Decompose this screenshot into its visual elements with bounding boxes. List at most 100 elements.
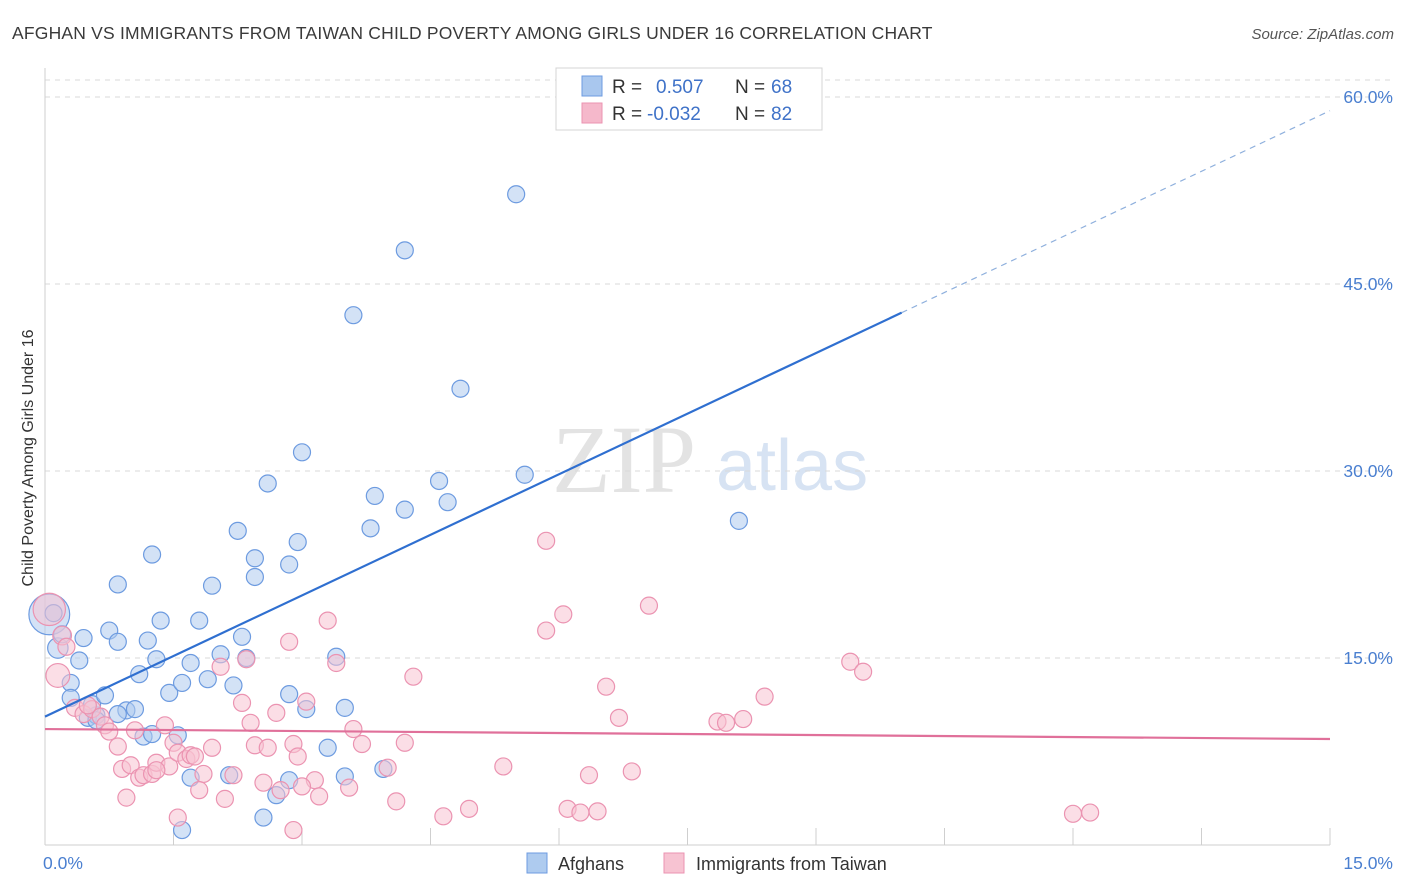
afghans-point [361, 519, 380, 538]
taiwan-point [554, 605, 573, 624]
taiwan-point [117, 788, 136, 807]
y-tick-label: 15.0% [1343, 648, 1393, 668]
taiwan-point [194, 764, 213, 784]
legend-n-value-afghans: 68 [771, 77, 792, 98]
taiwan-point [854, 662, 873, 681]
afghans-point [395, 500, 414, 519]
taiwan-point [100, 722, 119, 741]
legend-n-value-taiwan: 82 [771, 104, 792, 125]
afghans-point [344, 306, 363, 325]
legend-r-label-taiwan: R = [612, 104, 642, 125]
y-tick-labels: 15.0% 30.0% 45.0% 60.0% [1343, 87, 1393, 668]
taiwan-point [215, 789, 234, 808]
afghans-point [74, 628, 93, 648]
afghans-point [515, 465, 534, 484]
taiwan-point [45, 662, 71, 688]
taiwan-point [108, 737, 127, 756]
chart-title: AFGHAN VS IMMIGRANTS FROM TAIWAN CHILD P… [12, 23, 933, 43]
taiwan-point [185, 747, 205, 766]
afghans-point [365, 486, 384, 506]
afghans-point [245, 549, 264, 568]
y-tick-label: 60.0% [1343, 87, 1393, 107]
afghans-point [245, 567, 264, 587]
taiwan-point [284, 820, 303, 840]
taiwan-point [232, 693, 252, 712]
grid-lines [45, 79, 1395, 659]
taiwan-point [841, 652, 860, 671]
taiwan-point [310, 787, 329, 806]
taiwan-point [211, 657, 230, 676]
taiwan-point [597, 677, 616, 696]
taiwan-point [147, 761, 166, 780]
taiwan-point [267, 703, 286, 722]
taiwan-point [57, 637, 76, 656]
taiwan-point [155, 716, 175, 735]
watermark-atlas: atlas [716, 426, 868, 506]
x-tick-label: 0.0% [43, 853, 83, 873]
afghans-point [335, 698, 354, 717]
taiwan-point [755, 687, 774, 706]
afghans-point [224, 676, 243, 695]
y-tick-label: 30.0% [1343, 461, 1393, 481]
taiwan-point [292, 777, 312, 796]
taiwan-point [537, 531, 556, 550]
taiwan-trend-line [44, 727, 1331, 741]
taiwan-point [237, 650, 256, 669]
taiwan-point [734, 709, 753, 729]
taiwan-point [288, 747, 307, 766]
watermark: ZIP atlas [552, 406, 868, 513]
bottom-legend-swatch-taiwan [663, 852, 685, 874]
afghans-point [438, 493, 457, 512]
y-axis-label: Child Poverty Among Girls Under 16 [20, 329, 37, 586]
taiwan-point [494, 757, 513, 776]
taiwan-point [344, 719, 363, 739]
taiwan-point [352, 734, 372, 754]
afghans-point [198, 670, 217, 689]
x-tick-labels: 0.0% 15.0% [43, 853, 1393, 873]
afghans-point [729, 511, 749, 530]
x-tick-label: 15.0% [1343, 853, 1393, 873]
taiwan-point [297, 692, 316, 711]
taiwan-point [434, 807, 453, 826]
series-legend: Afghans Immigrants from Taiwan [526, 852, 887, 874]
legend-swatch-taiwan [581, 102, 603, 124]
afghans-point [172, 673, 192, 693]
afghans-point [280, 685, 299, 704]
legend-n-label-afghans: N = [735, 77, 765, 98]
afghans-point [288, 532, 307, 552]
taiwan-point [340, 778, 359, 797]
afghans-trend-extension [901, 110, 1331, 314]
legend-r-label-afghans: R = [612, 77, 642, 98]
afghans-point [232, 627, 252, 646]
afghans-point [228, 521, 247, 540]
afghans-point [138, 631, 157, 650]
afghans-point [292, 443, 312, 462]
afghans-point [429, 471, 449, 491]
taiwan-point [168, 808, 187, 827]
taiwan-point [1063, 804, 1083, 823]
legend-r-value-taiwan: -0.032 [647, 104, 701, 125]
taiwan-point [121, 756, 140, 775]
afghans-point [151, 611, 170, 630]
afghans-point [160, 683, 179, 703]
stats-legend: R = 0.507 N = 68 R = -0.032 N = 82 [555, 67, 823, 131]
taiwan-point [395, 733, 414, 752]
taiwan-point [622, 762, 641, 781]
legend-r-value-afghans: 0.507 [656, 77, 704, 98]
y-tick-label: 45.0% [1343, 274, 1393, 294]
afghans-point [108, 575, 127, 594]
taiwan-point [404, 667, 423, 686]
afghans-point [181, 653, 200, 673]
bottom-legend-label-taiwan: Immigrants from Taiwan [696, 854, 887, 874]
taiwan-point [254, 773, 273, 792]
afghans-point [70, 651, 89, 670]
afghans-point [258, 474, 277, 493]
taiwan-point [716, 713, 736, 732]
taiwan-point [588, 802, 607, 821]
afghans-point [108, 632, 127, 651]
taiwan-point [387, 792, 406, 811]
taiwan-point [271, 781, 290, 800]
bottom-legend-label-afghans: Afghans [558, 854, 624, 874]
scatter-points [28, 185, 1100, 840]
